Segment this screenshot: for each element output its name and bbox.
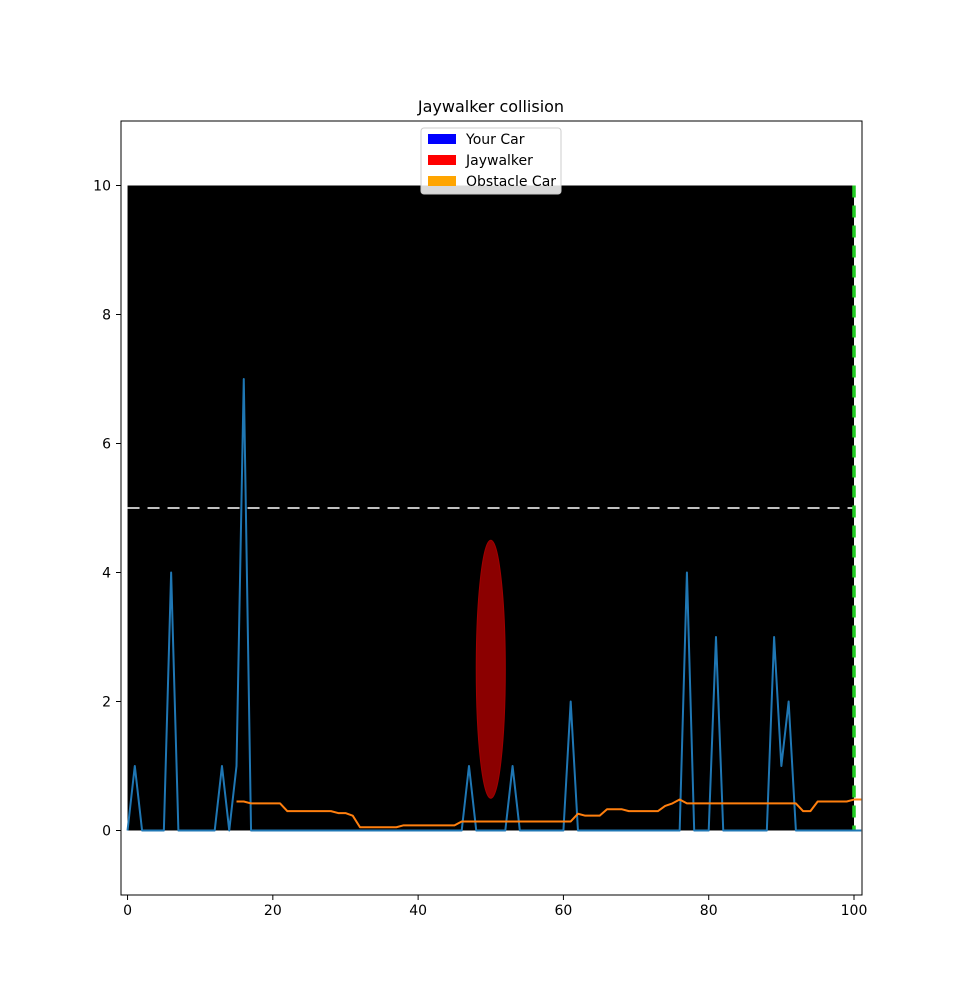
plot-area: [126, 185, 862, 832]
jaywalker-ellipse: [475, 539, 506, 799]
chart-title: Jaywalker collision: [417, 97, 564, 116]
x-tick-label: 60: [555, 903, 573, 919]
x-tick-label: 80: [700, 903, 718, 919]
y-tick-label: 8: [102, 308, 111, 324]
y-tick-label: 10: [93, 179, 111, 195]
legend-label: Jaywalker: [465, 153, 533, 169]
x-tick-label: 40: [409, 903, 427, 919]
legend-swatch: [428, 176, 456, 186]
y-tick-label: 6: [102, 437, 111, 453]
x-tick-label: 20: [264, 903, 282, 919]
legend: Your Car Jaywalker Obstacle Car: [420, 127, 562, 195]
series-line-1: [126, 378, 862, 832]
axes: 0 20 40 60 80 100 0 2 4 6 8 10: [93, 120, 868, 919]
plot-content: [126, 185, 862, 832]
legend-label: Obstacle Car: [466, 174, 556, 190]
legend-swatch: [428, 134, 456, 144]
legend-label: Your Car: [465, 132, 525, 148]
y-tick-label: 2: [102, 695, 111, 711]
y-tick-label: 4: [102, 566, 111, 582]
x-tick-label: 100: [841, 903, 868, 919]
series-line-2: [236, 798, 862, 829]
y-tick-label: 0: [102, 824, 111, 840]
axes-frame: [120, 120, 863, 896]
x-tick-label: 0: [123, 903, 132, 919]
legend-swatch: [428, 155, 456, 165]
